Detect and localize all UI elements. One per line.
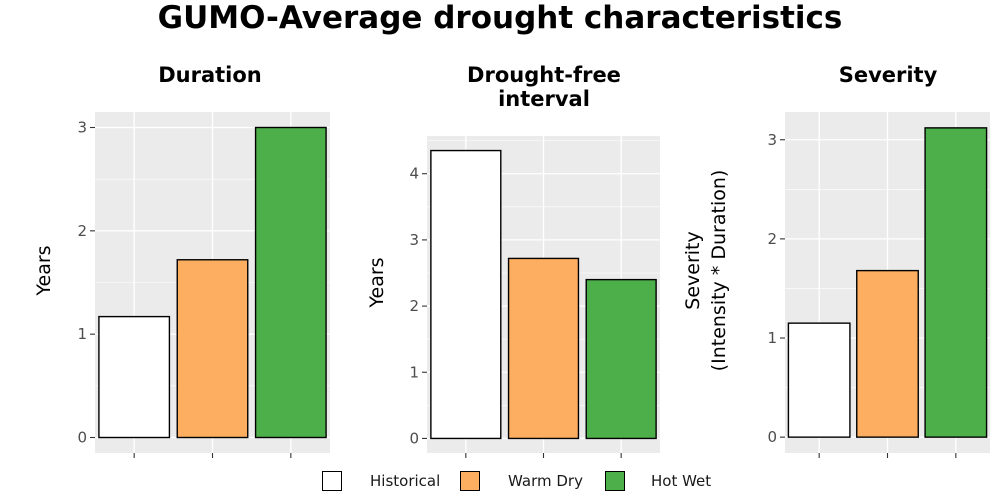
legend-label: Hot Wet [651,472,712,490]
bar-warm-dry [856,269,919,438]
y-tick-label: 1 [409,363,419,381]
y-tick-label: 2 [77,222,87,240]
bar-warm-dry [176,259,249,439]
y-tick-label: 1 [767,329,777,347]
chart-title: GUMO-Average drought characteristics [157,0,843,36]
y-tick-label: 3 [767,131,777,149]
y-tick-label: 2 [767,230,777,248]
legend-label: Historical [370,472,441,490]
y-axis-label: Years [33,245,55,296]
y-tick-label: 0 [767,428,777,446]
bar-hot-wet [254,126,327,439]
legend-swatch [460,471,480,491]
legend-swatch [322,471,342,491]
y-axis-label: (Intensity * Duration) [708,170,730,372]
panel-title: Duration [158,63,262,87]
y-tick-label: 0 [409,429,419,447]
bar-hot-wet [924,127,988,438]
y-axis-label: Severity [682,231,704,309]
y-tick-label: 4 [409,165,419,183]
panel-1: 0 1 2 3 Duration Years [33,63,330,458]
bar-historical [98,315,171,439]
y-tick-label: 3 [77,119,87,137]
y-tick-label: 3 [409,231,419,249]
legend-label: Warm Dry [508,472,583,490]
legend: Historical Warm Dry Hot Wet [0,470,1000,496]
y-tick-label: 1 [77,325,87,343]
panel-title: interval [498,87,590,111]
bar-hot-wet [585,278,657,440]
y-axis-label: Years [366,257,388,308]
legend-swatch [605,471,625,491]
y-tick-label: 0 [77,429,87,447]
bar-historical [787,322,851,438]
bar-warm-dry [507,257,580,440]
panel-title: Severity [839,63,938,87]
panel-title: Drought-free [467,63,621,87]
bar-historical [430,149,502,440]
y-tick-label: 2 [409,297,419,315]
